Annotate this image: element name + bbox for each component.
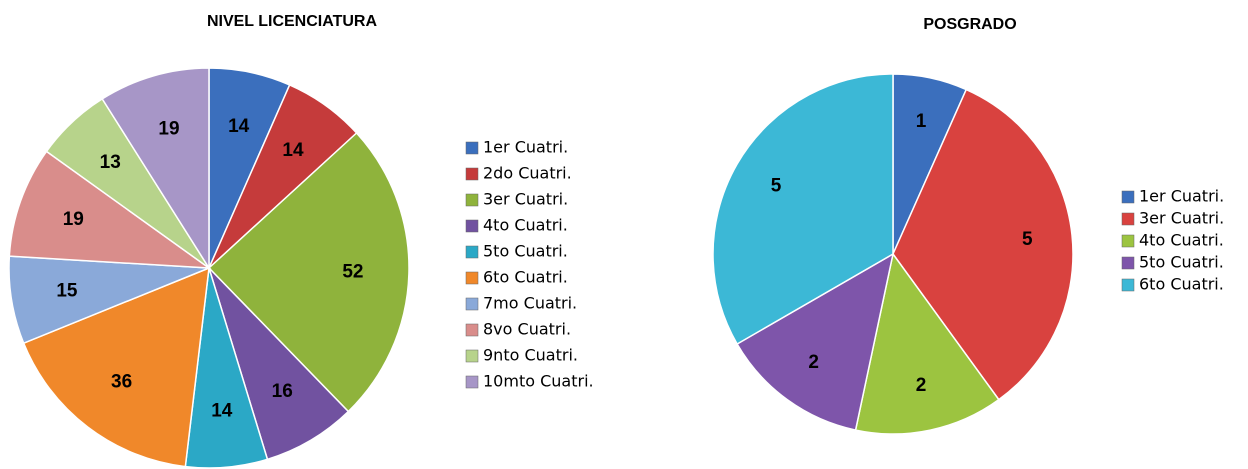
legend-swatch <box>465 349 479 363</box>
data-label: 16 <box>272 381 293 402</box>
legend-label: 1er Cuatri. <box>483 138 568 157</box>
data-label: 5 <box>771 176 782 197</box>
legend-label: 9nto Cuatri. <box>483 346 578 365</box>
chart-title: POSGRADO <box>923 16 1016 33</box>
pie-slice <box>854 252 1000 435</box>
data-label: 1 <box>916 111 927 132</box>
legend-swatch <box>465 271 479 285</box>
pie-slice <box>207 131 410 413</box>
pie-slice <box>22 266 210 468</box>
legend-label: 1er Cuatri. <box>1139 187 1224 206</box>
legend-swatch <box>465 375 479 389</box>
legend-swatch <box>465 323 479 337</box>
legend-label: 6to Cuatri. <box>1139 275 1224 294</box>
legend-swatch <box>465 245 479 259</box>
data-label: 14 <box>211 400 233 421</box>
data-label: 14 <box>282 140 304 161</box>
data-label: 19 <box>158 119 179 140</box>
legend-label: 8vo Cuatri. <box>483 320 571 339</box>
legend-label: 3er Cuatri. <box>483 190 568 209</box>
legend-swatch <box>1121 278 1135 292</box>
data-label: 36 <box>111 371 132 392</box>
pie-slice <box>101 67 210 271</box>
legend-swatch <box>1121 234 1135 248</box>
chart-title: NIVEL LICENCIATURA <box>207 13 378 30</box>
legend-label: 5to Cuatri. <box>483 242 568 261</box>
data-label: 2 <box>808 352 819 373</box>
data-label: 19 <box>63 209 84 230</box>
legend-swatch <box>1121 256 1135 270</box>
legend-swatch <box>465 219 479 233</box>
pie-slice <box>892 88 1074 401</box>
legend-label: 4to Cuatri. <box>1139 231 1224 250</box>
legend-swatch <box>465 297 479 311</box>
pie-slice <box>712 73 894 346</box>
data-label: 14 <box>228 116 250 137</box>
legend-label: 10mto Cuatri. <box>483 372 594 391</box>
pie-slice <box>208 267 350 461</box>
data-label: 2 <box>916 375 927 396</box>
pie-slice <box>736 252 895 431</box>
legend-label: 6to Cuatri. <box>483 268 568 287</box>
legend-swatch <box>465 193 479 207</box>
legend-label: 2do Cuatri. <box>483 164 572 183</box>
data-label: 52 <box>342 261 363 282</box>
data-label: 15 <box>56 280 78 301</box>
data-label: 13 <box>100 152 121 173</box>
legend-label: 4to Cuatri. <box>483 216 568 235</box>
legend-label: 3er Cuatri. <box>1139 209 1224 228</box>
legend-swatch <box>1121 190 1135 204</box>
data-label: 5 <box>1022 229 1033 250</box>
pie-slice <box>8 150 212 269</box>
legend-label: 7mo Cuatri. <box>483 294 577 313</box>
legend-swatch <box>465 167 479 181</box>
legend-label: 5to Cuatri. <box>1139 253 1224 272</box>
legend-swatch <box>465 141 479 155</box>
legend-swatch <box>1121 212 1135 226</box>
